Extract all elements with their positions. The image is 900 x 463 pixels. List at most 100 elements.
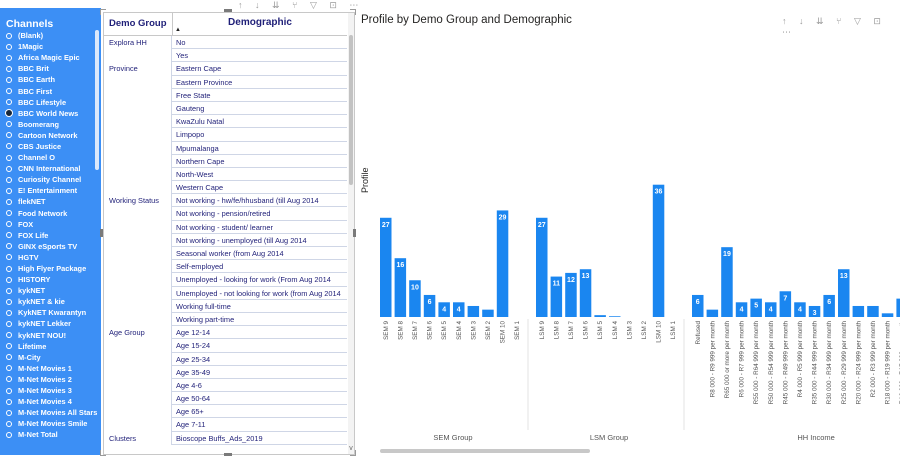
channel-item[interactable]: M-Net Total <box>0 429 101 440</box>
radio-icon[interactable] <box>6 332 12 339</box>
channel-item[interactable]: GINX eSports TV <box>0 241 101 252</box>
resize-handle-left[interactable] <box>100 229 103 237</box>
bar[interactable] <box>881 313 894 317</box>
channel-item[interactable]: M-Net Movies 3 <box>0 385 101 396</box>
radio-icon[interactable] <box>6 88 12 95</box>
bar[interactable] <box>409 280 421 317</box>
radio-icon[interactable] <box>6 43 12 50</box>
radio-icon[interactable] <box>6 309 12 316</box>
row-demographic-cell[interactable]: No <box>171 36 347 50</box>
bar[interactable] <box>482 309 494 317</box>
radio-selected-icon[interactable] <box>6 110 12 117</box>
radio-icon[interactable] <box>6 154 12 161</box>
radio-icon[interactable] <box>6 76 12 83</box>
header-demo-group[interactable]: Demo Group <box>109 18 167 29</box>
radio-icon[interactable] <box>6 431 12 438</box>
bar[interactable] <box>438 302 450 317</box>
bar[interactable] <box>453 302 465 317</box>
bar[interactable] <box>896 298 900 317</box>
bar[interactable] <box>550 276 563 317</box>
row-demographic-cell[interactable]: Age 12-14 <box>171 326 347 340</box>
bar[interactable] <box>721 247 733 317</box>
row-demographic-cell[interactable]: Bioscope Buffs_Ads_2019 <box>171 431 347 445</box>
row-demographic-cell[interactable]: Western Cape <box>171 181 347 195</box>
bar[interactable] <box>852 305 865 317</box>
row-demographic-cell[interactable]: Working part-time <box>171 312 347 327</box>
row-demographic-cell[interactable]: Age 35-49 <box>171 365 347 379</box>
row-demographic-cell[interactable]: North-West <box>171 167 347 182</box>
channel-item[interactable]: Food Network <box>0 208 101 219</box>
resize-corner-bottom-right[interactable] <box>350 450 356 456</box>
matrix-scrollbar[interactable]: v <box>348 13 354 454</box>
channel-item[interactable]: Cartoon Network <box>0 130 101 141</box>
row-demographic-cell[interactable]: Unemployed - looking for work (From Aug … <box>171 273 347 287</box>
sort-ascending-icon[interactable]: ▲ <box>175 27 181 33</box>
channel-item[interactable]: kykNET <box>0 285 101 296</box>
resize-handle-top[interactable] <box>224 9 232 12</box>
bar[interactable] <box>808 305 821 317</box>
bar[interactable] <box>609 316 621 317</box>
radio-icon[interactable] <box>6 343 12 350</box>
row-demographic-cell[interactable]: Age 15-24 <box>171 339 347 353</box>
radio-icon[interactable] <box>6 132 12 139</box>
row-demographic-cell[interactable]: Not working - pension/retired <box>171 207 347 221</box>
channel-item[interactable]: Boomerang <box>0 119 101 130</box>
bar[interactable] <box>579 269 592 317</box>
radio-icon[interactable] <box>6 54 12 61</box>
bar[interactable] <box>838 269 850 317</box>
channel-item[interactable]: M-Net Movies Smile <box>0 418 101 429</box>
channel-item[interactable]: M-City <box>0 352 101 363</box>
row-demographic-cell[interactable]: Gauteng <box>171 101 347 116</box>
bar[interactable] <box>594 315 606 317</box>
channels-scrollbar[interactable] <box>95 30 99 170</box>
row-demographic-cell[interactable]: Age 4-6 <box>171 378 347 393</box>
radio-icon[interactable] <box>6 254 12 261</box>
bar[interactable] <box>394 258 407 317</box>
channel-item[interactable]: BBC First <box>0 85 101 96</box>
radio-icon[interactable] <box>6 409 12 416</box>
bar[interactable] <box>706 309 719 317</box>
row-demographic-cell[interactable]: Unemployed - not looking for work (from … <box>171 286 347 300</box>
bar[interactable] <box>735 302 748 317</box>
channel-item[interactable]: BBC Brit <box>0 63 101 74</box>
row-demographic-cell[interactable]: Mpumalanga <box>171 141 347 155</box>
radio-icon[interactable] <box>6 287 12 294</box>
radio-icon[interactable] <box>6 176 12 183</box>
channel-item[interactable]: FOX Life <box>0 230 101 241</box>
channel-item[interactable]: BBC Lifestyle <box>0 97 101 108</box>
matrix-visual-toolbar[interactable]: ↑ ↓ ⇊ ⑂ ▽ ⊡ ⋯ <box>238 0 364 10</box>
channel-item[interactable]: Lifetime <box>0 341 101 352</box>
resize-corner-top-right[interactable] <box>350 9 356 15</box>
scroll-down-icon[interactable]: v <box>349 445 353 452</box>
row-demographic-cell[interactable]: Not working - unemployed (till Aug 2014 <box>171 233 347 247</box>
chart-visual-toolbar[interactable]: ↑ ↓ ⇊ ⑂ ▽ ⊡ ⋯ <box>782 16 886 37</box>
radio-icon[interactable] <box>6 387 12 394</box>
channel-item[interactable]: High Flyer Package <box>0 263 101 274</box>
channel-item[interactable]: HISTORY <box>0 274 101 285</box>
row-demographic-cell[interactable]: Eastern Cape <box>171 62 347 76</box>
row-demographic-cell[interactable]: Age 65+ <box>171 405 347 419</box>
channel-item[interactable]: Africa Magic Epic <box>0 52 101 63</box>
row-demographic-cell[interactable]: Limpopo <box>171 128 347 142</box>
row-demographic-cell[interactable]: Eastern Province <box>171 75 347 89</box>
radio-icon[interactable] <box>6 276 12 283</box>
bar[interactable] <box>467 305 480 317</box>
row-demographic-cell[interactable]: Not working - hw/fe/hhusband (till Aug 2… <box>171 194 347 208</box>
matrix-scroll-thumb[interactable] <box>349 35 353 185</box>
channel-item[interactable]: M-Net Movies 2 <box>0 374 101 385</box>
radio-icon[interactable] <box>6 65 12 72</box>
bar[interactable] <box>423 294 436 317</box>
row-demographic-cell[interactable]: Working full-time <box>171 299 347 313</box>
radio-icon[interactable] <box>6 320 12 327</box>
row-demographic-cell[interactable]: Northern Cape <box>171 154 347 168</box>
radio-icon[interactable] <box>6 198 12 205</box>
channel-item[interactable]: BBC Earth <box>0 74 101 85</box>
radio-icon[interactable] <box>6 298 12 305</box>
bar[interactable] <box>794 302 806 317</box>
row-demographic-cell[interactable]: Age 7-11 <box>171 418 347 432</box>
resize-handle-right[interactable] <box>353 229 356 237</box>
row-demographic-cell[interactable]: Age 50-64 <box>171 392 347 406</box>
bar[interactable] <box>380 217 392 317</box>
radio-icon[interactable] <box>6 398 12 405</box>
channel-item[interactable]: M-Net Movies All Stars <box>0 407 101 418</box>
